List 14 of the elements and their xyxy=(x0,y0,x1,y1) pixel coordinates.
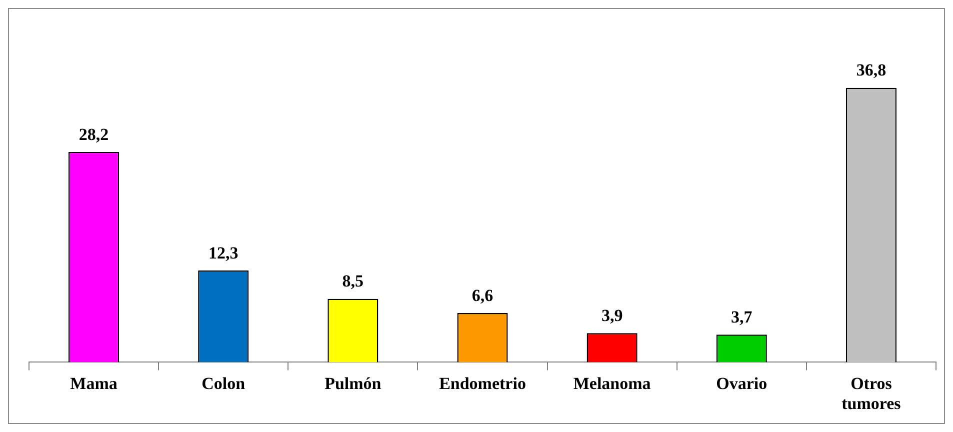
x-tick-label: Mama xyxy=(70,374,118,393)
data-label: 8,5 xyxy=(342,272,364,291)
x-tick-label: Otros tumores xyxy=(842,374,902,414)
data-label: 3,9 xyxy=(601,306,623,326)
x-tick-label: Pulmón xyxy=(324,374,382,393)
x-tick-label: Colon xyxy=(202,374,246,393)
data-label: 12,3 xyxy=(208,243,238,262)
x-tick-label: Ovario xyxy=(716,374,768,393)
x-tick-label: Melanoma xyxy=(573,374,652,393)
data-label: 36,8 xyxy=(856,60,886,80)
data-label: 6,6 xyxy=(472,286,494,305)
x-tick-label: Endometrio xyxy=(439,374,526,393)
data-label: 28,2 xyxy=(78,124,109,144)
data-label: 3,7 xyxy=(731,308,753,327)
